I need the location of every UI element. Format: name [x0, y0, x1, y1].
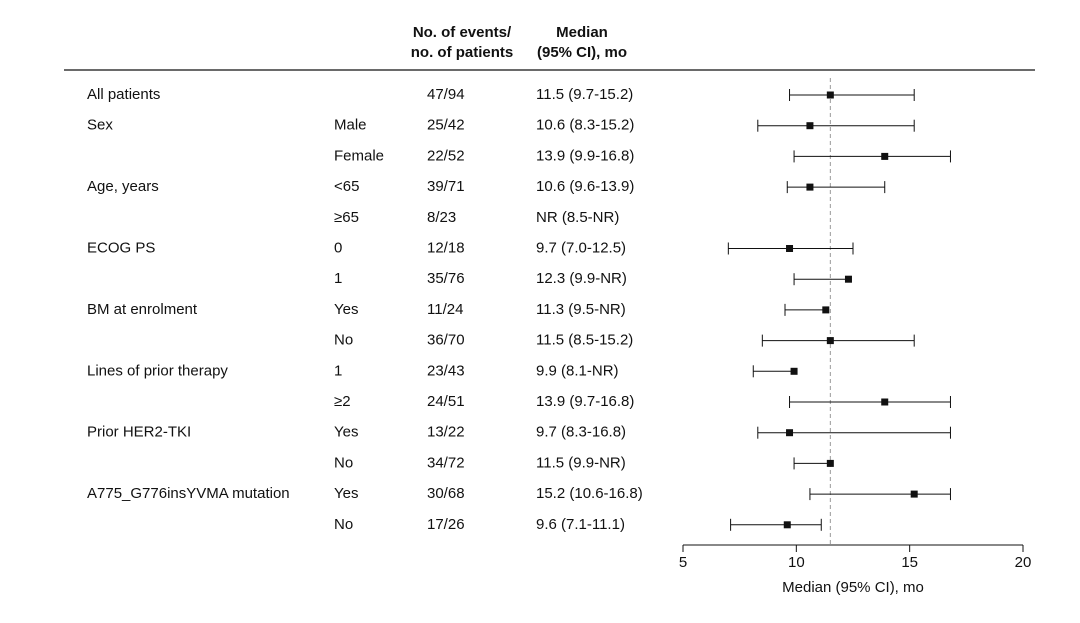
- median-label: 10.6 (9.6-13.9): [536, 178, 634, 195]
- row-label: Lines of prior therapy: [87, 362, 228, 379]
- events: 35/76: [427, 270, 465, 287]
- subgroup-label: ≥2: [334, 393, 351, 410]
- subgroup-label: No: [334, 516, 353, 533]
- events: 34/72: [427, 454, 465, 471]
- events: 8/23: [427, 209, 456, 226]
- median-marker: [826, 337, 834, 345]
- events: 13/22: [427, 424, 465, 441]
- row-label: Age, years: [87, 178, 159, 195]
- header: no. of patients: [411, 44, 514, 61]
- median-marker: [910, 490, 918, 498]
- subgroup-label: ≥65: [334, 209, 359, 226]
- median-label: 12.3 (9.9-NR): [536, 270, 627, 287]
- x-axis-label: Median (95% CI), mo: [782, 579, 924, 596]
- header: Median: [556, 24, 608, 41]
- subgroup-label: 1: [334, 270, 342, 287]
- median-label: 15.2 (10.6-16.8): [536, 485, 643, 502]
- median-label: NR (8.5-NR): [536, 209, 619, 226]
- median-label: 11.5 (9.7-15.2): [536, 86, 633, 103]
- events: 11/24: [427, 301, 463, 318]
- events: 36/70: [427, 332, 465, 349]
- median-marker: [786, 429, 794, 437]
- row-label: BM at enrolment: [87, 301, 198, 318]
- x-tick-label: 5: [679, 554, 687, 571]
- median-marker: [806, 122, 814, 130]
- median-marker: [783, 521, 791, 529]
- events: 30/68: [427, 485, 465, 502]
- median-label: 11.5 (8.5-15.2): [536, 332, 633, 349]
- median-marker: [881, 152, 889, 160]
- subgroup-label: Male: [334, 117, 367, 134]
- median-label: 9.6 (7.1-11.1): [536, 516, 625, 533]
- median-marker: [790, 367, 798, 375]
- header: (95% CI), mo: [537, 44, 627, 61]
- x-tick-label: 15: [901, 554, 918, 571]
- subgroup-label: No: [334, 454, 353, 471]
- median-label: 10.6 (8.3-15.2): [536, 117, 634, 134]
- row-label: A775_G776insYVMA mutation: [87, 485, 290, 502]
- median-label: 9.7 (7.0-12.5): [536, 239, 626, 256]
- subgroup-label: 1: [334, 362, 342, 379]
- subgroup-label: Yes: [334, 424, 358, 441]
- median-label: 9.9 (8.1-NR): [536, 362, 619, 379]
- events: 22/52: [427, 147, 465, 164]
- row-label: Sex: [87, 117, 113, 134]
- events: 12/18: [427, 239, 465, 256]
- median-label: 13.9 (9.9-16.8): [536, 147, 634, 164]
- row-label: ECOG PS: [87, 239, 155, 256]
- events: 23/43: [427, 362, 465, 379]
- median-marker: [806, 183, 814, 191]
- subgroup-label: Female: [334, 147, 384, 164]
- median-label: 11.3 (9.5-NR): [536, 301, 626, 318]
- median-label: 11.5 (9.9-NR): [536, 454, 626, 471]
- subgroup-label: No: [334, 332, 353, 349]
- median-marker: [881, 398, 889, 406]
- header: No. of events/: [413, 24, 512, 41]
- median-marker: [826, 459, 834, 467]
- events: 24/51: [427, 393, 465, 410]
- events: 25/42: [427, 117, 465, 134]
- median-marker: [826, 91, 834, 99]
- median-marker: [844, 275, 852, 283]
- subgroup-label: <65: [334, 178, 359, 195]
- subgroup-label: Yes: [334, 485, 358, 502]
- events: 17/26: [427, 516, 465, 533]
- x-tick-label: 10: [788, 554, 805, 571]
- events: 39/71: [427, 178, 465, 195]
- row-label: All patients: [87, 86, 160, 103]
- row-label: Prior HER2-TKI: [87, 424, 191, 441]
- median-label: 9.7 (8.3-16.8): [536, 424, 626, 441]
- x-tick-label: 20: [1015, 554, 1032, 571]
- median-marker: [786, 245, 794, 252]
- median-marker: [822, 306, 830, 314]
- events: 47/94: [427, 86, 465, 103]
- subgroup-label: Yes: [334, 301, 358, 318]
- subgroup-label: 0: [334, 239, 342, 256]
- median-label: 13.9 (9.7-16.8): [536, 393, 634, 410]
